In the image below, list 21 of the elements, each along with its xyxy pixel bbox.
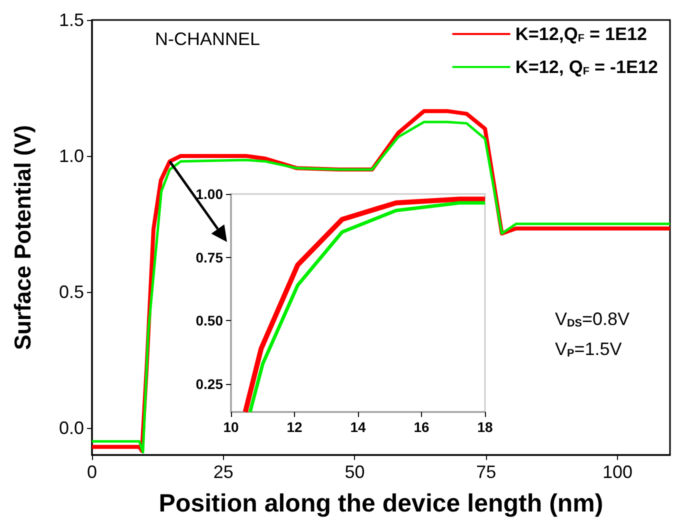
y-tick-label: 0.75 bbox=[196, 249, 224, 266]
y-tick-label: 1.5 bbox=[58, 10, 84, 30]
y-tick-label: 0.25 bbox=[196, 376, 224, 392]
x-tick-label: 10 bbox=[223, 419, 239, 435]
y-tick-label: 0.50 bbox=[196, 312, 224, 329]
x-tick-label: 16 bbox=[414, 419, 430, 435]
x-tick-label: 18 bbox=[477, 419, 493, 435]
x-tick-label: 100 bbox=[602, 462, 632, 482]
y-tick-label: 1.00 bbox=[196, 186, 224, 202]
annotation: N-CHANNEL bbox=[155, 29, 260, 49]
x-tick-label: 14 bbox=[350, 419, 366, 435]
y-tick-label: 0.0 bbox=[58, 418, 84, 438]
x-tick-label: 12 bbox=[286, 419, 302, 435]
y-axis-title: Surface Potential (V) bbox=[10, 125, 36, 350]
x-tick-label: 50 bbox=[344, 462, 365, 482]
y-tick-label: 0.5 bbox=[58, 282, 84, 302]
x-axis-title: Position along the device length (nm) bbox=[158, 490, 604, 518]
x-tick-label: 0 bbox=[86, 462, 98, 482]
x-tick-label: 25 bbox=[213, 462, 234, 482]
y-tick-label: 1.0 bbox=[58, 146, 84, 166]
x-tick-label: 75 bbox=[476, 462, 496, 482]
